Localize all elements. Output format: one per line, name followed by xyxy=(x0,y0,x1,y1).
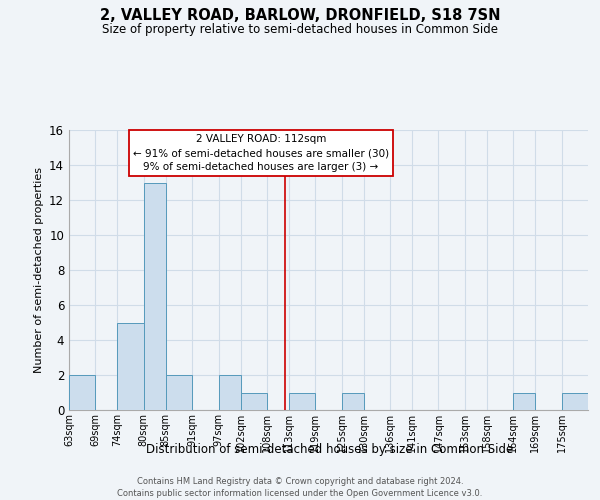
Bar xyxy=(144,182,166,410)
Bar xyxy=(289,392,316,410)
Bar xyxy=(241,392,267,410)
Bar xyxy=(166,375,192,410)
Text: 2, VALLEY ROAD, BARLOW, DRONFIELD, S18 7SN: 2, VALLEY ROAD, BARLOW, DRONFIELD, S18 7… xyxy=(100,8,500,22)
Bar xyxy=(513,392,535,410)
Bar xyxy=(562,392,588,410)
Bar xyxy=(118,322,144,410)
Text: Distribution of semi-detached houses by size in Common Side: Distribution of semi-detached houses by … xyxy=(146,442,514,456)
Y-axis label: Number of semi-detached properties: Number of semi-detached properties xyxy=(34,167,44,373)
Text: Size of property relative to semi-detached houses in Common Side: Size of property relative to semi-detach… xyxy=(102,22,498,36)
Text: Contains HM Land Registry data © Crown copyright and database right 2024.
Contai: Contains HM Land Registry data © Crown c… xyxy=(118,476,482,498)
Text: 2 VALLEY ROAD: 112sqm
← 91% of semi-detached houses are smaller (30)
9% of semi-: 2 VALLEY ROAD: 112sqm ← 91% of semi-deta… xyxy=(133,134,389,172)
Bar xyxy=(218,375,241,410)
Bar xyxy=(69,375,95,410)
Bar xyxy=(341,392,364,410)
